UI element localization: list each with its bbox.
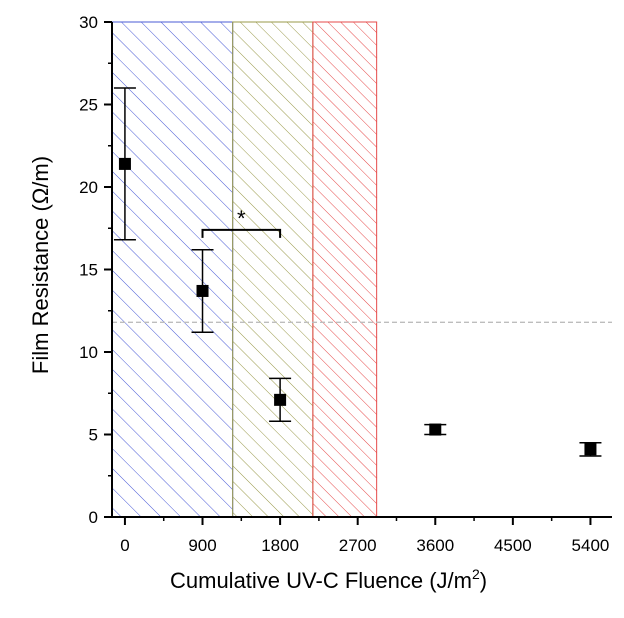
y-tick-label: 0 <box>89 508 98 527</box>
y-tick-label: 25 <box>79 96 98 115</box>
data-marker <box>429 423 442 436</box>
data-point-5 <box>579 442 602 457</box>
y-tick-label: 15 <box>79 261 98 280</box>
data-marker <box>118 157 131 170</box>
shaded-regions <box>111 21 378 518</box>
x-axis-title-superscript: 2 <box>472 566 480 582</box>
x-tick-label: 5400 <box>572 536 610 555</box>
y-tick-label: 20 <box>79 178 98 197</box>
y-tick-label: 30 <box>79 13 98 32</box>
x-axis-title: Cumulative UV-C Fluence (J/m2) <box>170 566 487 593</box>
data-marker <box>584 443 597 456</box>
significance-bracket-line <box>201 228 282 238</box>
data-point-2 <box>191 248 214 333</box>
x-tick-label: 3600 <box>416 536 454 555</box>
y-axis-title: Film Resistance (Ω/m) <box>28 156 53 374</box>
significance-star: * <box>237 206 246 231</box>
x-tick-label: 1800 <box>261 536 299 555</box>
shaded-region-2 <box>232 21 314 518</box>
shaded-region-3 <box>312 21 378 518</box>
y-tick-label: 5 <box>89 426 98 445</box>
x-tick-label: 2700 <box>339 536 377 555</box>
data-point-3 <box>269 377 292 423</box>
x-tick-label: 900 <box>188 536 216 555</box>
x-tick-label: 4500 <box>494 536 532 555</box>
tick-labels: 0 5 10 15 20 25 30 0 900 1800 2700 3600 4500 5400 <box>79 13 609 555</box>
significance-bracket: * <box>201 206 282 238</box>
axes <box>104 21 612 525</box>
shaded-region-1 <box>111 21 234 518</box>
data-marker <box>274 393 287 406</box>
data-point-4 <box>424 423 447 436</box>
data-marker <box>196 284 209 297</box>
data-points <box>113 87 602 457</box>
y-tick-label: 10 <box>79 343 98 362</box>
data-point-1 <box>113 87 136 241</box>
x-tick-label: 0 <box>120 536 129 555</box>
